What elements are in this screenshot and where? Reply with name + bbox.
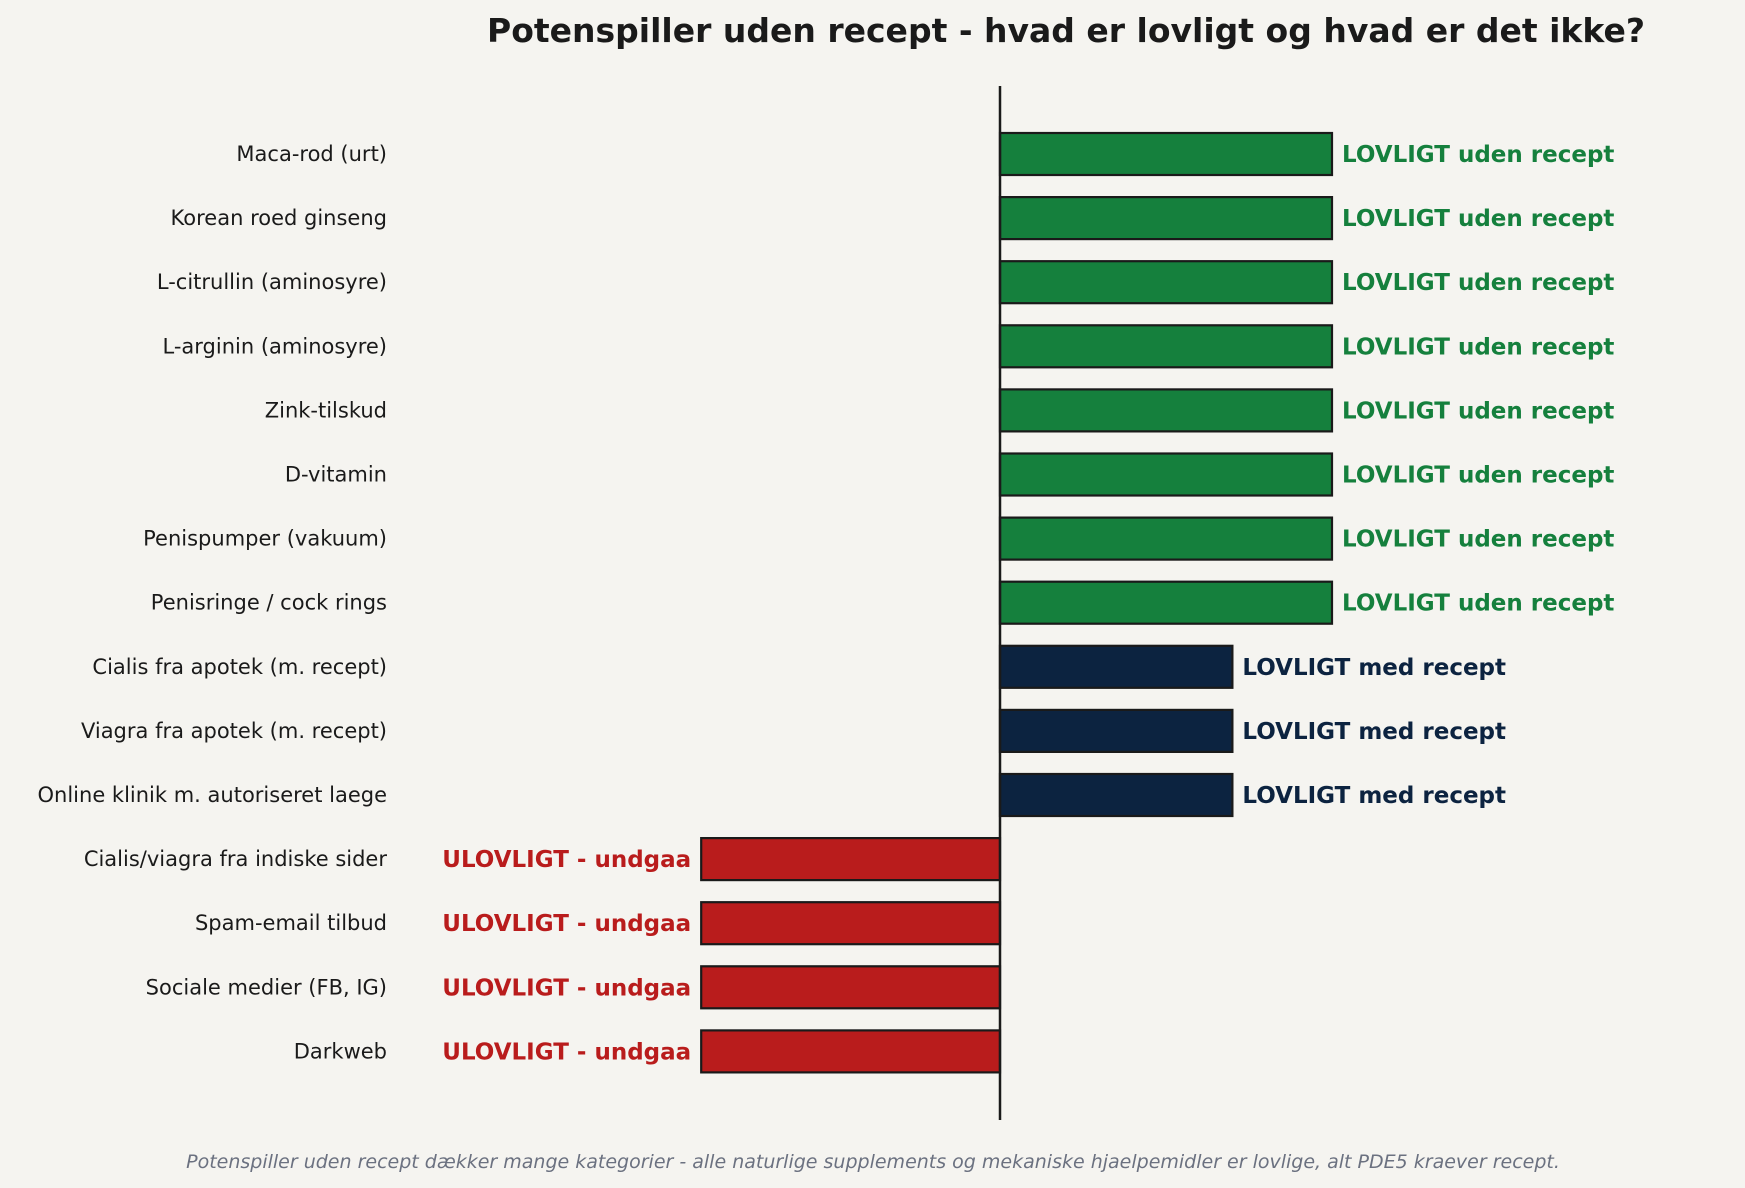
category-label: Penisringe / cock rings bbox=[151, 591, 387, 615]
data-label: LOVLIGT uden recept bbox=[1342, 463, 1614, 489]
bar-0 bbox=[998, 131, 1334, 177]
data-label: LOVLIGT uden recept bbox=[1342, 591, 1614, 617]
data-label: LOVLIGT uden recept bbox=[1342, 142, 1614, 168]
data-label: ULOVLIGT - undgaa bbox=[442, 975, 691, 1001]
data-label: LOVLIGT med recept bbox=[1242, 655, 1506, 681]
category-label: D-vitamin bbox=[285, 463, 387, 487]
data-label: LOVLIGT med recept bbox=[1242, 719, 1506, 745]
bar-2 bbox=[998, 260, 1334, 305]
status-labels: LOVLIGT uden recept LOVLIGT uden recept LO… bbox=[442, 142, 1614, 1065]
bar-5 bbox=[998, 452, 1334, 497]
bars-layer bbox=[700, 131, 1334, 1074]
category-label: Penispumper (vakuum) bbox=[143, 527, 387, 551]
category-label: L-arginin (aminosyre) bbox=[163, 334, 388, 358]
data-label: LOVLIGT uden recept bbox=[1342, 334, 1614, 360]
data-label: ULOVLIGT - undgaa bbox=[442, 911, 691, 937]
chart-title: Potenspiller uden recept - hvad er lovli… bbox=[487, 11, 1645, 50]
bar-7 bbox=[998, 580, 1334, 625]
category-label: Cialis fra apotek (m. recept) bbox=[92, 655, 387, 679]
bar-4 bbox=[998, 388, 1334, 433]
bar-11 bbox=[700, 836, 1002, 882]
bar-8 bbox=[998, 644, 1234, 689]
data-label: LOVLIGT uden recept bbox=[1342, 270, 1614, 296]
category-label: Spam-email tilbud bbox=[195, 911, 387, 935]
category-labels: Maca-rod (urt) Korean roed ginseng L-citru… bbox=[38, 142, 388, 1063]
category-label: L-citrullin (aminosyre) bbox=[157, 270, 387, 294]
bar-3 bbox=[998, 324, 1334, 369]
chart-footnote: Potenspiller uden recept dækker mange ka… bbox=[186, 1151, 1560, 1173]
data-label: LOVLIGT uden recept bbox=[1342, 398, 1614, 424]
category-label: Korean roed ginseng bbox=[171, 206, 387, 230]
bar-6 bbox=[998, 516, 1334, 561]
category-label: Viagra fra apotek (m. recept) bbox=[81, 719, 387, 743]
data-label: ULOVLIGT - undgaa bbox=[442, 847, 691, 873]
bar-14 bbox=[700, 1029, 1002, 1074]
category-label: Zink-tilskud bbox=[265, 398, 387, 422]
data-label: LOVLIGT uden recept bbox=[1342, 206, 1614, 232]
category-label: Darkweb bbox=[294, 1039, 387, 1063]
data-label: LOVLIGT med recept bbox=[1242, 783, 1506, 809]
category-label: Sociale medier (FB, IG) bbox=[146, 975, 387, 999]
category-label: Online klinik m. autoriseret laege bbox=[38, 783, 388, 807]
category-label: Cialis/viagra fra indiske sider bbox=[84, 847, 388, 871]
bar-9 bbox=[998, 708, 1234, 754]
category-label: Maca-rod (urt) bbox=[236, 142, 387, 166]
data-label: ULOVLIGT - undgaa bbox=[442, 1039, 691, 1065]
bar-12 bbox=[700, 901, 1002, 946]
bar-10 bbox=[998, 772, 1234, 818]
bar-1 bbox=[998, 196, 1334, 241]
bar-13 bbox=[700, 965, 1002, 1010]
data-label: LOVLIGT uden recept bbox=[1342, 527, 1614, 553]
